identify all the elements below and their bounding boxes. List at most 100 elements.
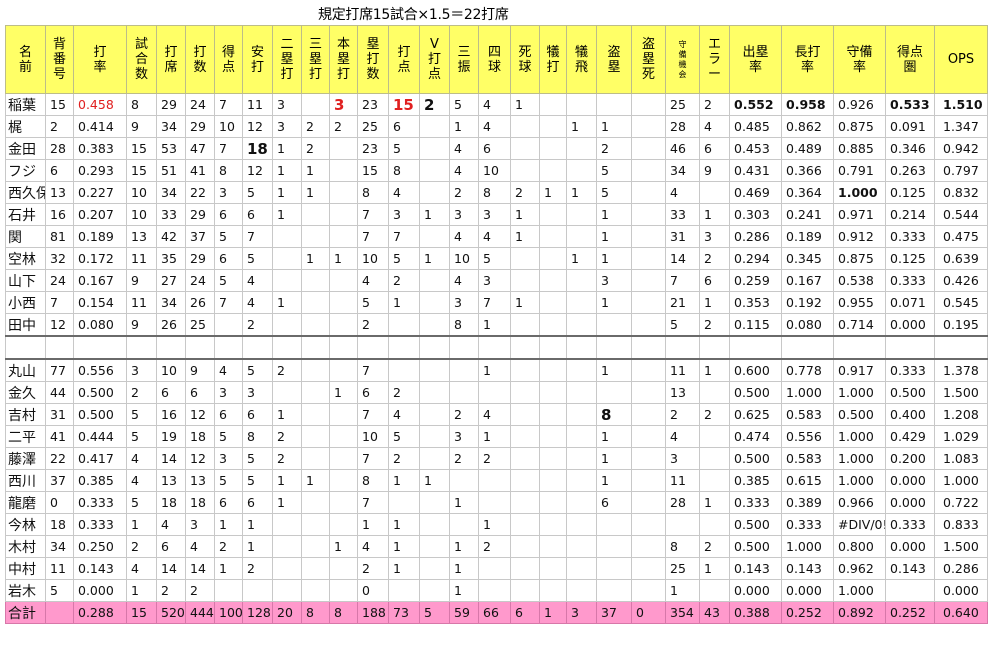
- stat-cell[interactable]: [329, 469, 358, 492]
- stat-cell[interactable]: 5: [242, 358, 273, 382]
- stat-cell[interactable]: [539, 579, 567, 602]
- stat-cell[interactable]: 0.333: [885, 513, 935, 536]
- stat-cell[interactable]: [566, 579, 597, 602]
- stat-cell[interactable]: [272, 557, 302, 580]
- stat-cell[interactable]: [631, 513, 666, 536]
- stat-cell[interactable]: 7: [478, 291, 511, 314]
- stat-cell[interactable]: [566, 535, 597, 558]
- stat-cell[interactable]: 4: [388, 181, 420, 204]
- stat-cell[interactable]: [539, 557, 567, 580]
- stat-cell[interactable]: [510, 335, 540, 360]
- player-name-cell[interactable]: 西久保: [5, 181, 46, 204]
- stat-cell[interactable]: [566, 403, 597, 426]
- stat-cell[interactable]: 2: [388, 381, 420, 404]
- stat-cell[interactable]: 1: [596, 291, 632, 314]
- stat-cell[interactable]: [301, 313, 330, 337]
- stat-cell[interactable]: 5: [665, 313, 700, 337]
- stat-cell[interactable]: 1: [419, 247, 450, 270]
- stat-cell[interactable]: 12: [185, 403, 215, 426]
- stat-cell[interactable]: 1: [449, 557, 479, 580]
- stat-cell[interactable]: 1: [272, 203, 302, 226]
- stat-cell[interactable]: [126, 335, 157, 360]
- stat-cell[interactable]: 19: [156, 425, 186, 448]
- stat-cell[interactable]: 5: [242, 181, 273, 204]
- stat-cell[interactable]: 1: [539, 181, 567, 204]
- stat-cell[interactable]: 1: [566, 181, 597, 204]
- stat-cell[interactable]: [631, 159, 666, 182]
- stat-cell[interactable]: [539, 291, 567, 314]
- stat-cell[interactable]: 5: [596, 159, 632, 182]
- stat-cell[interactable]: 2: [357, 557, 389, 580]
- stat-cell[interactable]: 7: [357, 358, 389, 382]
- stat-cell[interactable]: 2: [419, 93, 450, 116]
- stat-cell[interactable]: 1.000: [833, 381, 886, 404]
- stat-cell[interactable]: [934, 335, 988, 360]
- stat-cell[interactable]: 0.600: [729, 358, 782, 382]
- stat-cell[interactable]: 9: [699, 159, 730, 182]
- stat-cell[interactable]: 27: [156, 269, 186, 292]
- stat-cell[interactable]: 0.797: [934, 159, 988, 182]
- stat-cell[interactable]: 1: [596, 358, 632, 382]
- stat-cell[interactable]: #DIV/0!: [833, 513, 886, 536]
- stat-cell[interactable]: [301, 447, 330, 470]
- stat-cell[interactable]: 2: [699, 247, 730, 270]
- stat-cell[interactable]: 0.722: [934, 491, 988, 514]
- stat-cell[interactable]: 14: [185, 557, 215, 580]
- stat-cell[interactable]: 0.958: [781, 93, 834, 116]
- stat-cell[interactable]: [631, 181, 666, 204]
- stat-cell[interactable]: 6: [699, 269, 730, 292]
- stat-cell[interactable]: [242, 335, 273, 360]
- stat-cell[interactable]: 0.241: [781, 203, 834, 226]
- column-header[interactable]: 背番号: [45, 25, 74, 94]
- column-header[interactable]: 盗塁: [596, 25, 632, 94]
- stat-cell[interactable]: [301, 269, 330, 292]
- stat-cell[interactable]: [272, 313, 302, 337]
- stat-cell[interactable]: 5: [596, 181, 632, 204]
- column-header[interactable]: 盗塁死: [631, 25, 666, 94]
- stat-cell[interactable]: [566, 491, 597, 514]
- stat-cell[interactable]: [419, 335, 450, 360]
- stat-cell[interactable]: 53: [156, 137, 186, 160]
- stat-cell[interactable]: [272, 269, 302, 292]
- stat-cell[interactable]: 23: [357, 137, 389, 160]
- stat-cell[interactable]: 4: [478, 403, 511, 426]
- column-header[interactable]: 守備機会: [665, 25, 700, 94]
- stat-cell[interactable]: [510, 137, 540, 160]
- stat-cell[interactable]: 5: [388, 425, 420, 448]
- stat-cell[interactable]: 5: [388, 247, 420, 270]
- stat-cell[interactable]: 59: [449, 601, 479, 624]
- stat-cell[interactable]: [329, 291, 358, 314]
- stat-cell[interactable]: 1: [419, 469, 450, 492]
- stat-cell[interactable]: 14: [156, 447, 186, 470]
- stat-cell[interactable]: [329, 313, 358, 337]
- stat-cell[interactable]: 2: [699, 313, 730, 337]
- stat-cell[interactable]: 0.286: [729, 225, 782, 248]
- stat-cell[interactable]: 0.143: [885, 557, 935, 580]
- player-name-cell[interactable]: 吉村: [5, 403, 46, 426]
- stat-cell[interactable]: [510, 358, 540, 382]
- stat-cell[interactable]: 2: [214, 535, 243, 558]
- stat-cell[interactable]: [781, 335, 834, 360]
- stat-cell[interactable]: 0.288: [73, 601, 127, 624]
- stat-cell[interactable]: 6: [214, 403, 243, 426]
- stat-cell[interactable]: [566, 557, 597, 580]
- stat-cell[interactable]: 2: [301, 115, 330, 138]
- stat-cell[interactable]: 10: [357, 247, 389, 270]
- stat-cell[interactable]: 18: [45, 513, 74, 536]
- stat-cell[interactable]: 4: [449, 269, 479, 292]
- stat-cell[interactable]: [272, 513, 302, 536]
- stat-cell[interactable]: [596, 313, 632, 337]
- stat-cell[interactable]: 0.500: [73, 381, 127, 404]
- stat-cell[interactable]: [419, 513, 450, 536]
- stat-cell[interactable]: [301, 291, 330, 314]
- stat-cell[interactable]: 0.172: [73, 247, 127, 270]
- stat-cell[interactable]: 8: [478, 181, 511, 204]
- stat-cell[interactable]: 6: [242, 491, 273, 514]
- stat-cell[interactable]: [478, 491, 511, 514]
- stat-cell[interactable]: [539, 491, 567, 514]
- stat-cell[interactable]: 1: [449, 579, 479, 602]
- stat-cell[interactable]: [699, 513, 730, 536]
- stat-cell[interactable]: 0.143: [781, 557, 834, 580]
- stat-cell[interactable]: 15: [126, 137, 157, 160]
- stat-cell[interactable]: [539, 381, 567, 404]
